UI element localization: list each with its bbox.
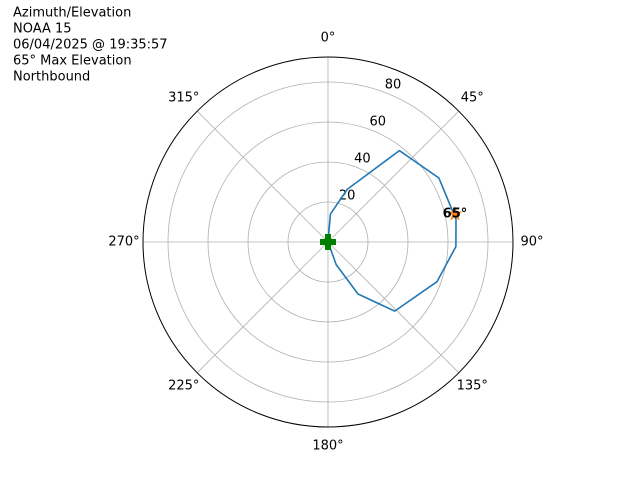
r-tick-label: 40 [354,151,371,166]
grid-line [327,241,460,374]
theta-tick-label: 270° [108,235,139,250]
grid-circle [247,161,409,323]
theta-tick-label: 225° [168,379,199,394]
max-label: 65° [443,207,468,222]
start-marker [320,234,336,250]
grid-line [196,110,329,243]
r-tick-label: 80 [385,77,402,92]
theta-tick-label: 135° [457,379,488,394]
track-line [327,149,457,313]
title-line: 06/04/2025 @ 19:35:57 [13,38,168,53]
theta-tick-label: 90° [520,235,543,250]
title-line: Azimuth/Elevation [13,6,131,21]
polar-frame [142,56,514,428]
title-line: 65° Max Elevation [13,54,132,69]
theta-tick-label: 180° [312,439,343,454]
r-tick-label: 60 [369,114,386,129]
grid-line [196,241,329,374]
r-tick-label: 20 [339,188,356,203]
grid-circle [207,121,449,363]
grid-circle [287,201,369,283]
theta-tick-label: 45° [461,90,484,105]
grid-circle [167,81,489,403]
max-marker [447,206,463,221]
title-line: Northbound [13,70,90,85]
grid-line [327,110,460,243]
title-line: NOAA 15 [13,22,72,37]
theta-tick-label: 315° [168,90,199,105]
theta-tick-label: 0° [321,31,336,46]
